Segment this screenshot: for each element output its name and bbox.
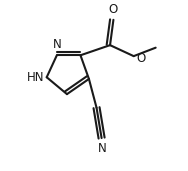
Text: O: O bbox=[109, 3, 118, 16]
Text: HN: HN bbox=[27, 71, 44, 84]
Text: N: N bbox=[98, 142, 106, 155]
Text: O: O bbox=[136, 52, 146, 65]
Text: N: N bbox=[52, 38, 61, 51]
